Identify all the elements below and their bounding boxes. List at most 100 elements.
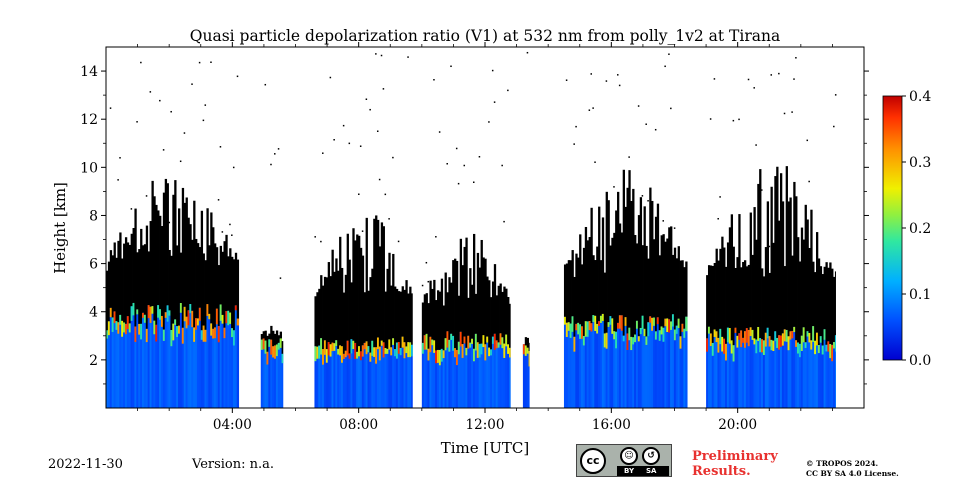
depol-rim (128, 323, 132, 333)
depol-rim (268, 339, 271, 347)
depol-rim (178, 325, 181, 334)
masked-region (656, 203, 660, 318)
depol-rim (582, 335, 586, 346)
depol-rim (376, 337, 380, 350)
depol-rim (142, 312, 145, 318)
depol-rim (681, 323, 684, 332)
noise-speck (641, 195, 644, 197)
depol-column (662, 327, 665, 408)
masked-region (465, 237, 468, 348)
depol-column (227, 310, 230, 408)
noise-speck (202, 119, 205, 122)
depol-column (804, 342, 807, 408)
depol-rim (528, 351, 530, 367)
depol-rim (635, 320, 639, 329)
depol-column (683, 328, 686, 408)
noise-speck (478, 156, 481, 158)
noise-speck (770, 74, 773, 76)
depol-rim (436, 349, 440, 363)
noise-speck (761, 189, 763, 191)
depol-column (601, 313, 605, 408)
masked-region (138, 249, 141, 324)
colorbar-tick-label: 0.3 (909, 155, 931, 171)
depol-rim (196, 318, 200, 326)
depol-column (121, 320, 124, 408)
depol-rim (590, 323, 593, 332)
depol-column (157, 305, 160, 408)
depol-rim (478, 343, 481, 358)
masked-region (620, 232, 624, 316)
depol-column (223, 327, 226, 408)
masked-region (217, 265, 221, 327)
depol-rim (390, 347, 393, 356)
depol-column (260, 339, 264, 408)
masked-region (471, 284, 474, 339)
masked-region (234, 252, 238, 306)
depol-column (155, 324, 158, 408)
masked-region (666, 238, 669, 319)
depol-column (407, 342, 410, 408)
depol-rim (565, 322, 569, 337)
depol-column (647, 322, 650, 408)
depol-rim (730, 340, 734, 354)
masked-region (333, 271, 336, 344)
masked-region (268, 333, 271, 340)
depol-column (592, 315, 595, 408)
depol-column (221, 314, 224, 408)
depol-rim (605, 332, 608, 349)
noise-speck (438, 131, 441, 133)
depol-column (219, 304, 222, 408)
noise-speck (109, 107, 112, 109)
depol-rim (571, 316, 574, 332)
depol-rim (634, 334, 637, 343)
depol-column (196, 318, 200, 408)
depol-column (762, 340, 766, 408)
depol-rim (231, 328, 234, 338)
depol-column (522, 344, 526, 408)
masked-region (474, 293, 478, 334)
depol-rim (749, 327, 752, 337)
depol-rim (594, 315, 597, 331)
masked-region (147, 251, 150, 306)
depol-rim (221, 314, 224, 324)
masked-region (195, 238, 198, 319)
noise-speck (592, 107, 594, 109)
depol-column (571, 316, 574, 408)
noise-speck (130, 208, 133, 210)
depol-rim (503, 343, 506, 358)
depol-column (376, 337, 380, 408)
masked-region (499, 283, 502, 334)
depol-column (174, 319, 177, 408)
masked-region (350, 282, 353, 340)
depol-rim (630, 336, 633, 351)
depol-rim (155, 324, 158, 342)
masked-region (407, 293, 410, 343)
depol-rim (380, 340, 384, 346)
depol-rim (450, 333, 453, 340)
depol-rim (643, 328, 646, 337)
depol-column (268, 339, 271, 408)
depol-column (399, 347, 403, 408)
masked-region (212, 227, 215, 329)
depol-column (202, 325, 205, 408)
depol-rim (373, 347, 376, 357)
depol-rim (170, 330, 173, 347)
masked-region (821, 274, 824, 346)
depol-rim (340, 346, 344, 363)
depol-rim (329, 344, 332, 357)
depol-rim (808, 332, 811, 343)
masked-region (325, 277, 329, 350)
masked-region (736, 257, 739, 336)
depol-column (497, 342, 500, 408)
depol-rim (354, 342, 357, 359)
masked-region (472, 233, 476, 349)
masked-region (126, 242, 130, 317)
masked-region (831, 268, 834, 345)
depol-rim (761, 339, 764, 353)
cc-label-bar: BY SA (617, 466, 669, 476)
masked-region (386, 268, 389, 349)
masked-region (320, 275, 323, 339)
depol-rim (382, 342, 385, 358)
depol-rim (425, 333, 428, 350)
masked-region (262, 331, 265, 339)
